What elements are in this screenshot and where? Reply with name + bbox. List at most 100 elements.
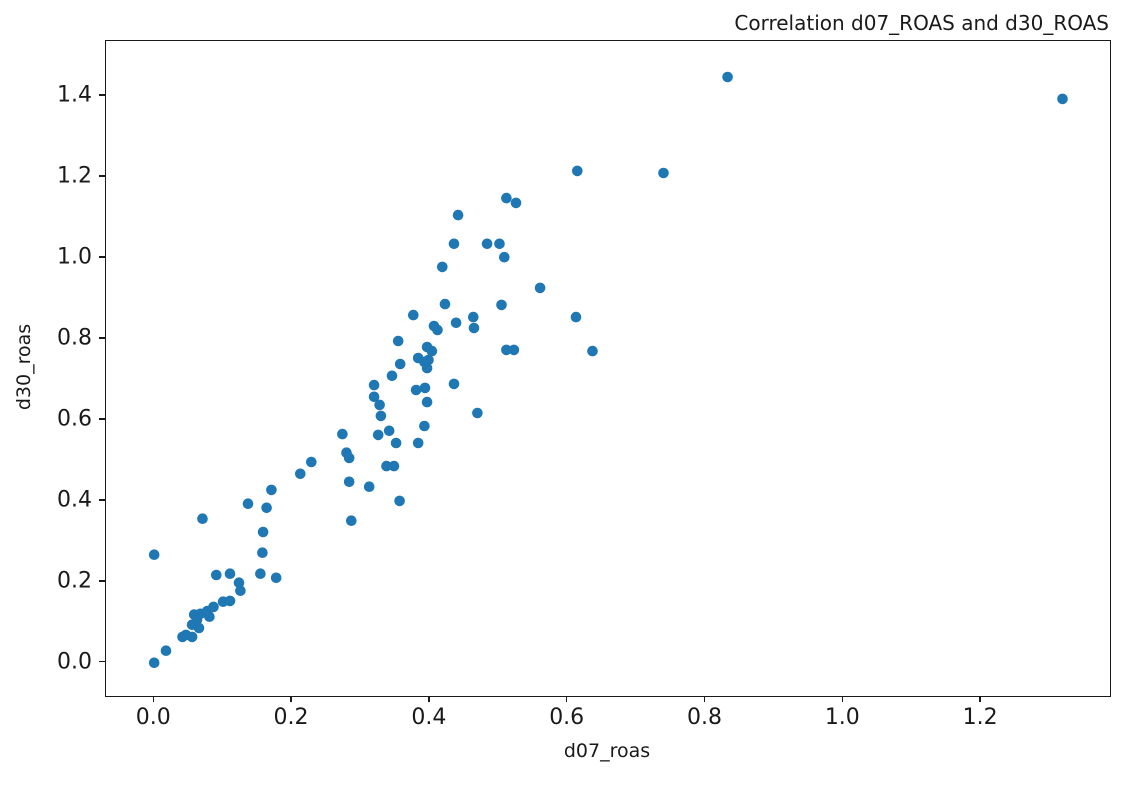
y-tick-label: 0.2 (57, 568, 92, 594)
scatter-point (242, 498, 254, 510)
scatter-point (572, 165, 583, 177)
scatter-point (374, 399, 385, 411)
scatter-point (423, 354, 434, 366)
y-tick-label: 0.8 (57, 325, 92, 351)
scatter-point (255, 568, 266, 579)
scatter-point (722, 71, 733, 83)
scatter-point (481, 238, 493, 250)
y-tick-label: 0.6 (57, 406, 92, 432)
scatter-point (510, 197, 522, 209)
scatter-point (439, 298, 451, 310)
y-tick-label: 0.0 (57, 649, 92, 675)
scatter-point (211, 569, 222, 581)
x-tick-label: 0.0 (135, 705, 171, 730)
y-tick-label: 1.0 (57, 244, 92, 270)
scatter-point (148, 549, 160, 560)
y-axis-label: d30_roas (13, 323, 35, 411)
scatter-point (390, 437, 402, 449)
x-tick-mark (703, 696, 706, 703)
scatter-point (343, 452, 355, 464)
scatter-point (496, 299, 507, 311)
scatter-point (388, 460, 400, 472)
y-tick-mark (99, 175, 105, 177)
scatter-point (472, 407, 483, 419)
x-tick-mark (841, 696, 843, 703)
y-tick-label: 1.2 (57, 163, 92, 189)
scatter-point (204, 611, 215, 622)
scatter-point (197, 513, 208, 524)
scatter-point (257, 526, 269, 538)
scatter-point (587, 345, 598, 357)
scatter-point (421, 362, 433, 374)
scatter-point (468, 322, 480, 334)
scatter-point (337, 428, 348, 440)
y-tick-mark (99, 94, 105, 96)
scatter-point (410, 384, 422, 396)
scatter-point (419, 382, 431, 394)
scatter-points-layer (148, 71, 1068, 669)
x-tick-label: 0.2 (273, 705, 309, 730)
scatter-point (508, 344, 520, 356)
scatter-point (346, 515, 357, 526)
scatter-point (368, 379, 380, 391)
scatter-point (408, 309, 419, 321)
scatter-point (658, 167, 669, 179)
y-tick-mark (99, 256, 105, 258)
scatter-point (1057, 93, 1068, 105)
scatter-point (235, 585, 246, 596)
y-tick-mark (99, 580, 105, 582)
scatter-point (452, 209, 464, 221)
scatter-point (224, 595, 236, 607)
scatter-point (448, 378, 460, 390)
x-tick-mark (428, 696, 430, 703)
scatter-point (295, 468, 306, 480)
scatter-point (394, 358, 406, 370)
scatter-point (266, 484, 277, 496)
scatter-point (193, 622, 205, 634)
x-tick-mark (152, 696, 154, 703)
scatter-point (270, 572, 282, 584)
scatter-point (501, 344, 512, 356)
scatter-point (392, 335, 404, 347)
scatter-point (432, 324, 443, 336)
scatter-point (306, 456, 317, 468)
x-tick-label: 0.6 (549, 705, 585, 730)
scatter-point (494, 238, 505, 250)
x-axis-label: d07_roas (563, 740, 651, 762)
scatter-point (257, 547, 268, 558)
scatter-point (381, 460, 392, 472)
scatter-point (468, 311, 479, 323)
x-tick-label: 1.0 (824, 705, 860, 730)
y-tick-label: 1.4 (57, 82, 92, 108)
scatter-point (186, 631, 198, 643)
scatter-point (383, 425, 395, 437)
scatter-point (343, 476, 355, 488)
x-tick-mark (290, 696, 292, 703)
y-tick-mark (99, 337, 105, 339)
scatter-point (208, 601, 219, 613)
y-tick-label: 0.4 (57, 487, 92, 513)
scatter-point (534, 282, 546, 294)
scatter-point (499, 251, 510, 263)
scatter-point (148, 657, 160, 669)
scatter-point (426, 345, 438, 357)
scatter-point (450, 317, 462, 329)
y-tick-mark (99, 499, 105, 501)
scatter-point (419, 420, 430, 432)
scatter-point (386, 370, 398, 382)
scatter-point (375, 410, 387, 422)
scatter-point (261, 502, 272, 514)
scatter-point (570, 311, 582, 323)
scatter-point (224, 568, 236, 579)
scatter-point (363, 481, 375, 493)
y-tick-mark (99, 661, 105, 663)
scatter-point (372, 429, 384, 441)
scatter-point (394, 495, 405, 507)
scatter-point (501, 192, 512, 204)
plot-area (105, 40, 1111, 697)
scatter-point (448, 238, 460, 250)
x-tick-label: 1.2 (962, 705, 998, 730)
x-tick-label: 0.8 (687, 705, 722, 730)
scatter-point (421, 396, 433, 408)
